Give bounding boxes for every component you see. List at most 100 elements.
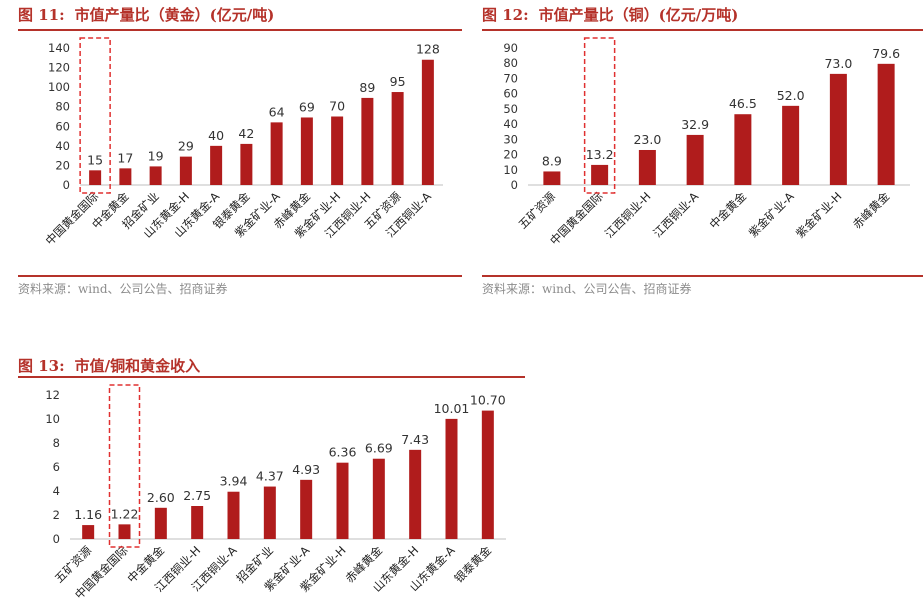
data-label: 3.94 <box>220 474 248 489</box>
y-tick-label: 2 <box>53 508 60 522</box>
y-tick-label: 40 <box>503 117 518 131</box>
bar <box>210 145 223 185</box>
bar <box>638 149 656 185</box>
y-tick-label: 10 <box>503 163 518 177</box>
y-tick-label: 8 <box>53 436 60 450</box>
bar <box>191 506 204 539</box>
y-tick-label: 20 <box>55 158 70 172</box>
figure-11-chart: 02040608010012014015中国黄金国际17中金黄金19招金矿业29… <box>43 37 443 248</box>
highlight-box <box>79 37 111 194</box>
bar <box>734 114 752 185</box>
y-tick-label: 0 <box>63 178 70 192</box>
figure-11-panel: 图 11: 市值产量比（黄金）(亿元/吨) 0 20 40 60 80 100 120 140 1… <box>18 4 462 300</box>
bar <box>336 462 349 539</box>
data-label: 8.9 <box>542 153 562 168</box>
y-tick-label: 0 <box>511 178 518 192</box>
bar <box>591 164 609 185</box>
data-label: 4.93 <box>292 462 320 477</box>
data-label: 6.69 <box>365 441 393 456</box>
y-tick-label: 10 <box>45 412 60 426</box>
data-label: 13.2 <box>586 147 614 162</box>
data-label: 23.0 <box>633 132 661 147</box>
figure-13-panel: 图 13: 市值/铜和黄金收入 0 2 4 6 8 10 12 1.16 五矿资源 1.22 中国黄金… <box>18 355 525 609</box>
y-tick-label: 60 <box>503 87 518 101</box>
y-tick-label: 80 <box>503 56 518 70</box>
data-label: 10.70 <box>470 393 506 408</box>
x-tick-label: 五矿资源 <box>516 189 559 232</box>
figure-13-number: 图 13: <box>18 357 65 375</box>
data-label: 79.6 <box>872 46 900 61</box>
x-tick-label: 中金黄金 <box>707 189 750 232</box>
bar <box>686 134 704 185</box>
figure-13-title-rule <box>18 376 525 378</box>
bar <box>270 122 283 185</box>
figure-11-bottom-rule <box>18 275 462 277</box>
data-label: 64 <box>269 104 285 119</box>
data-label: 73.0 <box>824 56 852 71</box>
figure-12-title-text: 市值产量比（铜）(亿元/万吨) <box>538 6 739 24</box>
bar <box>409 449 422 539</box>
y-tick-label: 12 <box>45 388 60 402</box>
figure-12-panel: 图 12: 市值产量比（铜）(亿元/万吨) 0 10 20 30 40 50 60 70 80 90… <box>482 4 923 300</box>
y-tick-label: 80 <box>55 100 70 114</box>
figure-13-chart: 0246810121.16五矿资源1.22中国黄金国际2.60中金黄金2.75江… <box>45 384 506 602</box>
figure-12-title: 图 12: 市值产量比（铜）(亿元/万吨) <box>482 4 738 28</box>
bar <box>89 170 102 185</box>
figure-11-number: 图 11: <box>18 6 65 24</box>
data-label: 4.37 <box>256 469 284 484</box>
figure-11-title: 图 11: 市值产量比（黄金）(亿元/吨) <box>18 4 274 28</box>
data-label: 40 <box>208 128 224 143</box>
bar <box>149 166 162 185</box>
x-tick-label: 紫金矿业-A <box>746 189 797 240</box>
y-tick-label: 30 <box>503 132 518 146</box>
data-label: 1.22 <box>111 506 139 521</box>
data-label: 70 <box>329 99 345 114</box>
x-tick-label: 江西铜业-H <box>602 189 653 240</box>
figure-12-source: 资料来源：wind、公司公告、招商证券 <box>482 282 692 296</box>
figure-11-title-rule <box>18 29 462 31</box>
data-label: 10.01 <box>434 401 470 416</box>
figure-12-title-rule <box>482 29 923 31</box>
x-tick-label: 江西铜业-A <box>650 189 701 240</box>
y-tick-label: 140 <box>48 41 70 55</box>
bar <box>481 410 494 539</box>
figure-12-bottom-rule <box>482 275 923 277</box>
data-label: 2.75 <box>183 488 211 503</box>
x-tick-label: 赤峰黄金 <box>850 189 893 232</box>
bar <box>829 73 847 185</box>
y-tick-label: 90 <box>503 41 518 55</box>
y-tick-label: 50 <box>503 102 518 116</box>
highlight-box <box>583 37 616 194</box>
bar <box>240 143 253 185</box>
y-tick-label: 4 <box>53 484 60 498</box>
y-tick-label: 20 <box>503 148 518 162</box>
data-label: 17 <box>117 150 133 165</box>
y-tick-label: 0 <box>53 532 60 546</box>
data-label: 46.5 <box>729 96 757 111</box>
data-label: 6.36 <box>329 445 357 460</box>
figure-12-chart: 01020304050607080908.9五矿资源13.2中国黄金国际23.0… <box>503 37 910 248</box>
bar <box>391 92 404 185</box>
bar <box>118 524 131 539</box>
bar <box>300 117 313 185</box>
y-tick-label: 60 <box>55 119 70 133</box>
figure-12-number: 图 12: <box>482 6 529 24</box>
bar <box>543 171 561 185</box>
figure-13-title: 图 13: 市值/铜和黄金收入 <box>18 355 200 379</box>
y-tick-label: 100 <box>48 80 70 94</box>
data-label: 19 <box>148 148 164 163</box>
data-label: 7.43 <box>401 432 429 447</box>
bar <box>331 116 344 185</box>
bar <box>82 525 95 539</box>
bar <box>372 458 385 539</box>
highlight-box <box>108 384 141 548</box>
bar <box>361 97 374 185</box>
figure-13-title-text: 市值/铜和黄金收入 <box>74 357 201 375</box>
bar <box>119 168 132 185</box>
data-label: 2.60 <box>147 490 175 505</box>
data-label: 128 <box>416 42 440 57</box>
y-tick-label: 120 <box>48 61 70 75</box>
x-tick-label: 银泰黄金 <box>452 543 495 586</box>
bar <box>445 418 458 539</box>
data-label: 42 <box>238 126 254 141</box>
